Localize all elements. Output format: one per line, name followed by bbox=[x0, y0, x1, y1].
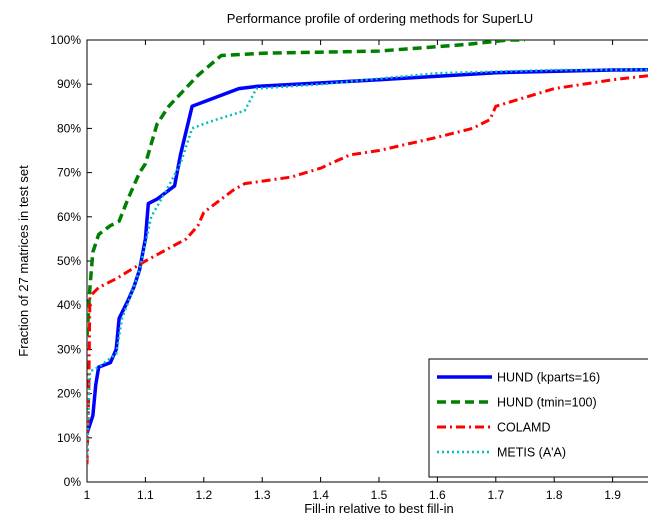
x-tick-label: 1.1 bbox=[137, 488, 154, 502]
y-tick-label: 60% bbox=[57, 210, 81, 224]
y-tick-label: 90% bbox=[57, 77, 81, 91]
series-line-hund-kparts-16 bbox=[87, 68, 648, 434]
y-tick-label: 100% bbox=[50, 33, 81, 47]
legend: HUND (kparts=16) HUND (tmin=100) COLAMD MET… bbox=[428, 358, 648, 478]
y-tick-label: 30% bbox=[57, 342, 81, 356]
y-tick-label: 10% bbox=[57, 431, 81, 445]
legend-label: HUND (kparts=16) bbox=[497, 371, 600, 385]
series-line-hund-tmin-100 bbox=[87, 40, 525, 337]
y-axis-title: Fraction of 27 matrices in test set bbox=[16, 165, 31, 357]
axis-ticks: 11.11.21.31.41.51.61.71.81.920%10%20%30%… bbox=[50, 33, 621, 502]
x-tick-label: 1.8 bbox=[546, 488, 563, 502]
series-layer bbox=[87, 40, 648, 465]
y-tick-label: 80% bbox=[57, 121, 81, 135]
x-axis-title: Fill-in relative to best fill-in bbox=[304, 501, 454, 516]
x-tick-label: 1.4 bbox=[312, 488, 329, 502]
chart-title: Performance profile of ordering methods … bbox=[227, 11, 533, 26]
y-tick-label: 50% bbox=[57, 254, 81, 268]
x-tick-label: 1.6 bbox=[429, 488, 446, 502]
legend-label: METIS (A'A) bbox=[497, 446, 566, 460]
x-tick-label: 1.2 bbox=[195, 488, 212, 502]
legend-label: COLAMD bbox=[497, 421, 550, 435]
x-tick-label: 1 bbox=[84, 488, 91, 502]
x-tick-label: 1.7 bbox=[487, 488, 504, 502]
x-tick-label: 1.5 bbox=[371, 488, 388, 502]
y-tick-label: 20% bbox=[57, 387, 81, 401]
y-tick-label: 40% bbox=[57, 298, 81, 312]
x-tick-label: 1.9 bbox=[604, 488, 621, 502]
y-tick-label: 0% bbox=[64, 475, 82, 489]
series-line-colamd bbox=[87, 74, 648, 465]
x-tick-label: 1.3 bbox=[254, 488, 271, 502]
y-tick-label: 70% bbox=[57, 166, 81, 180]
legend-label: HUND (tmin=100) bbox=[497, 396, 597, 410]
